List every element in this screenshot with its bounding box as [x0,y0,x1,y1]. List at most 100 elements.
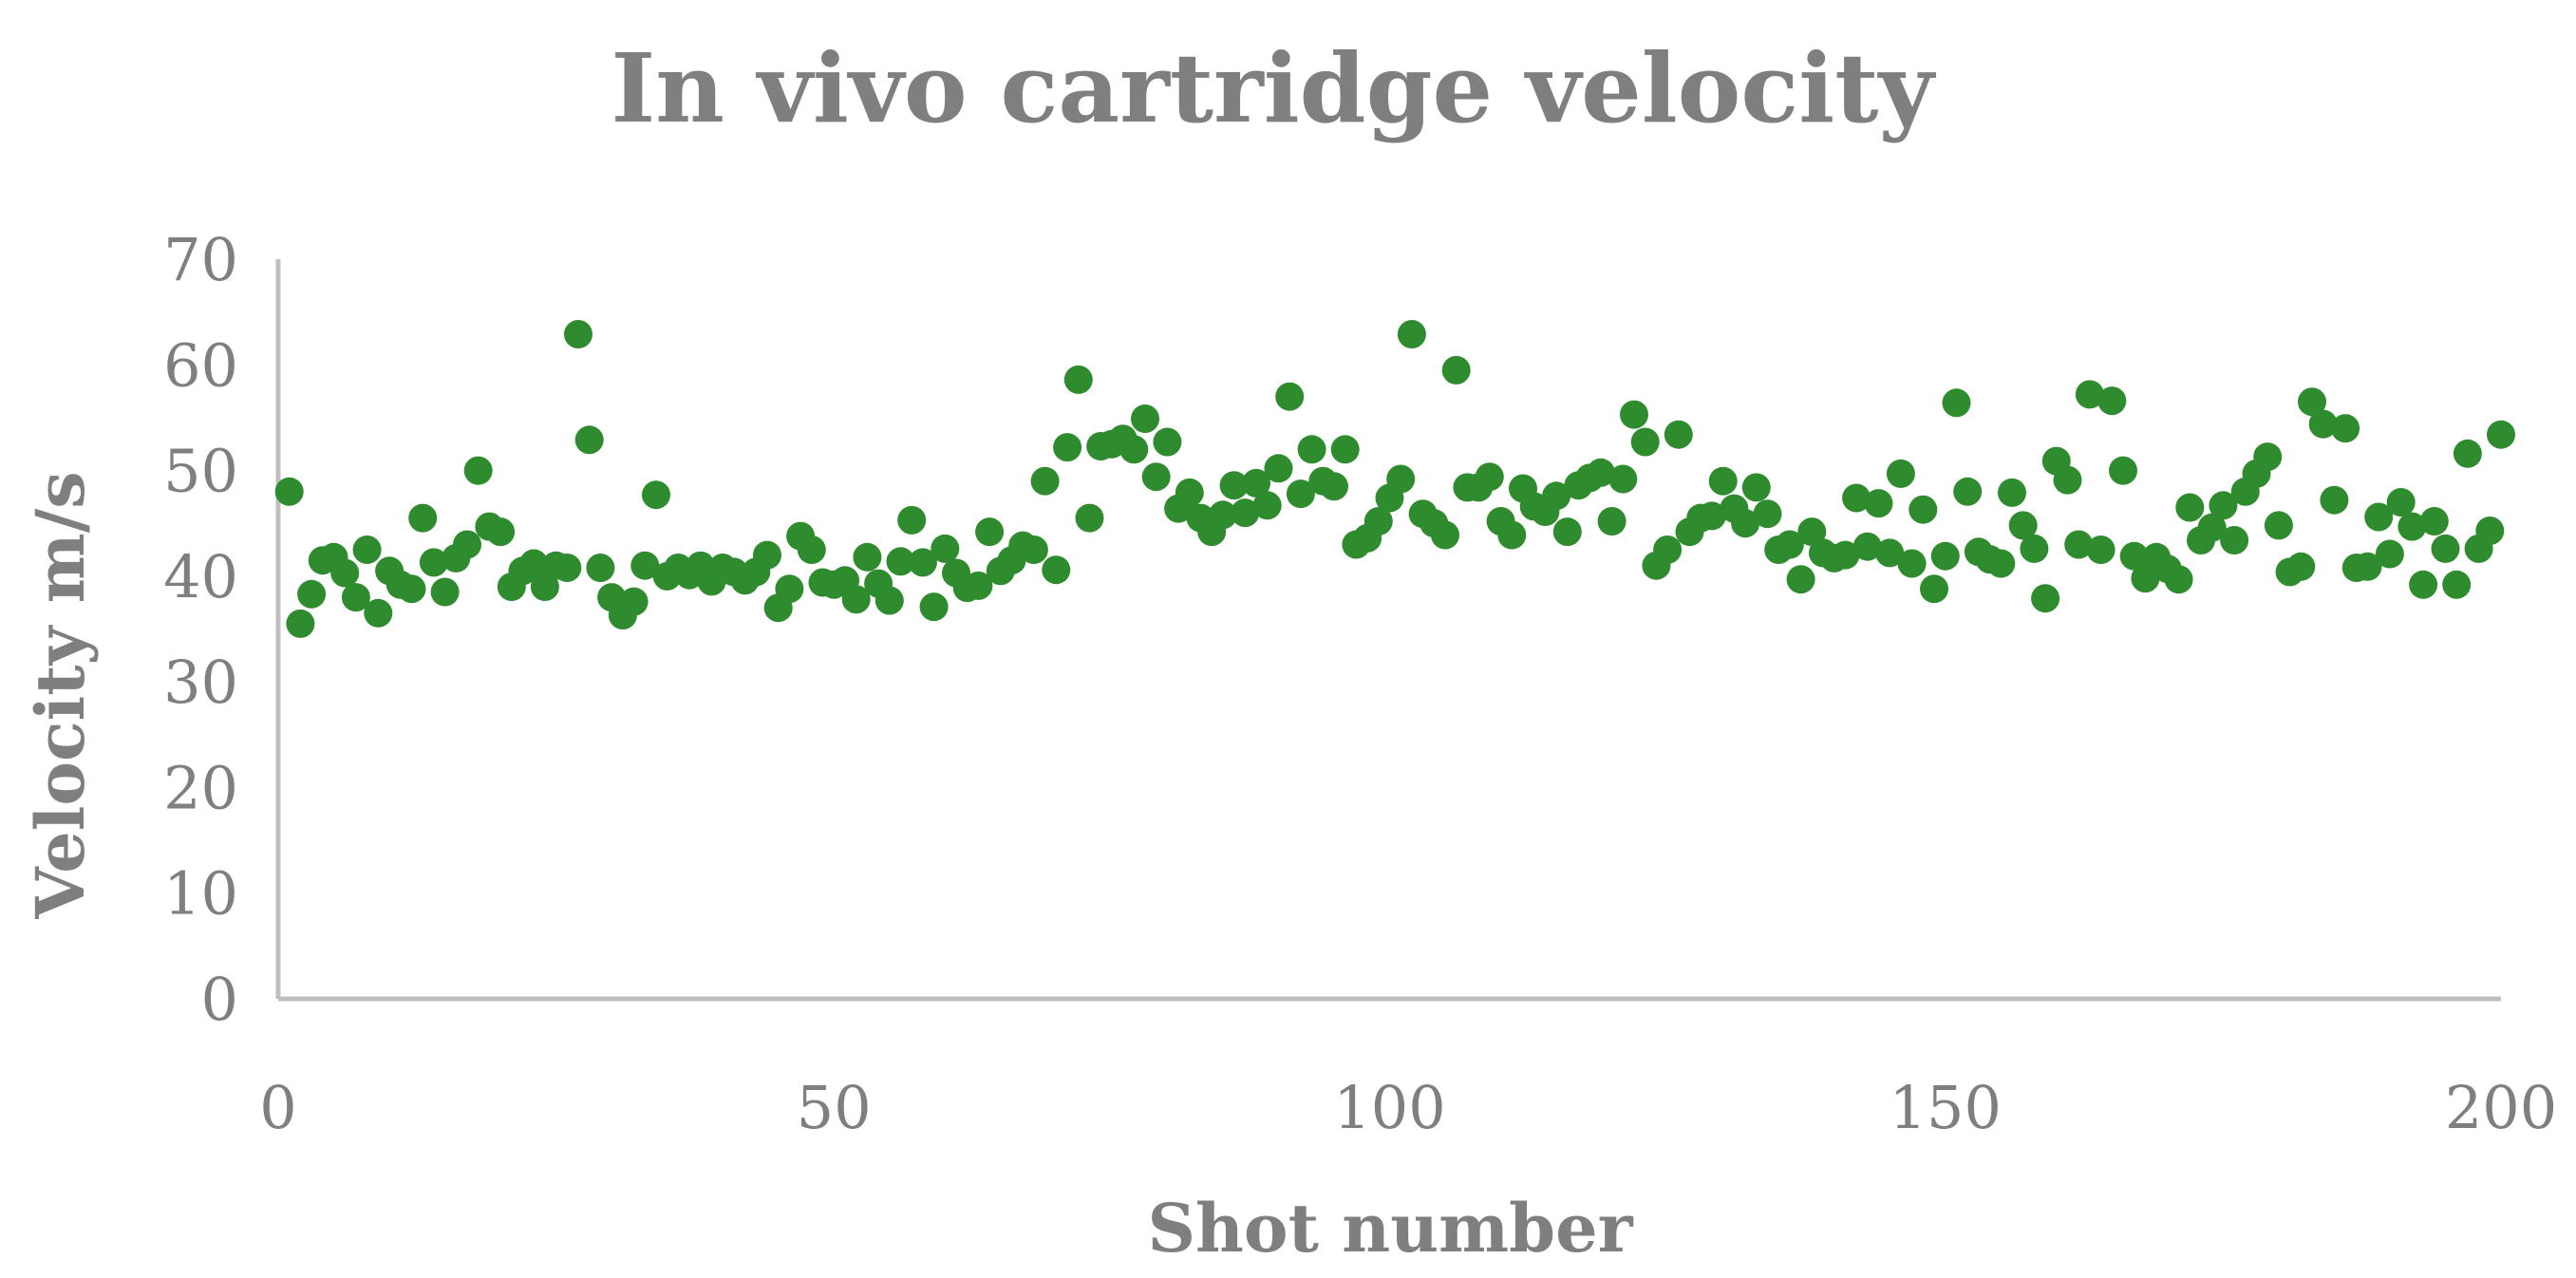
data-point [1175,478,1204,507]
data-point [2264,511,2293,540]
data-point [330,558,360,588]
data-point [1131,404,1159,433]
data-point [408,503,438,533]
data-point [1831,540,1860,570]
data-point [530,573,559,601]
y-tick-label: 10 [163,859,238,929]
data-point [2320,485,2349,515]
data-point [2131,564,2160,593]
x-tick-labels: 0 50 100 150 200 [259,1073,2557,1142]
x-tick-label: 200 [2445,1073,2557,1142]
data-point [2220,526,2249,554]
data-point [964,571,993,600]
data-point [1920,574,1948,604]
data-point [1908,495,1938,524]
data-point [1552,517,1582,547]
data-point [2442,570,2472,599]
data-point [2375,539,2404,569]
data-point [564,320,592,348]
y-tick-label: 70 [163,225,238,294]
data-point [2487,420,2515,449]
data-point [1019,536,1048,564]
data-point [1998,478,2026,507]
data-point [1664,420,1693,449]
data-point [1597,507,1626,536]
data-point [1753,499,1782,529]
x-tick-label: 50 [797,1073,872,1142]
data-point [841,585,871,614]
data-point [2064,530,2094,559]
data-point [1708,466,1738,496]
data-point [463,456,493,485]
y-axis-label: Velocity m/s [21,471,100,919]
data-point [2175,493,2205,522]
data-point [486,517,516,547]
data-point [341,583,370,612]
data-point [1620,400,1648,429]
data-point [1542,481,1571,511]
data-point [1842,483,1871,513]
data-point [619,587,649,616]
data-points [274,320,2515,638]
data-point [2253,442,2283,472]
data-point [1731,509,1760,538]
y-tick-label: 20 [163,753,238,822]
data-point [453,530,481,559]
data-point [2419,507,2449,536]
data-point [430,577,460,607]
data-point [642,480,670,510]
chart-title: In vivo cartridge velocity [611,32,1936,144]
data-point [1231,498,1260,528]
data-point [297,579,327,609]
data-point [2075,380,2104,409]
data-point [586,554,615,582]
data-point [419,548,448,577]
data-point [1320,472,1348,501]
data-point [1886,459,1915,488]
data-point [1208,500,1237,530]
x-axis-label: Shot number [1147,1189,1633,1268]
data-point [286,609,315,638]
data-point [775,574,804,604]
data-point [1397,320,1426,348]
data-point [1875,538,1905,568]
data-point [574,425,604,455]
data-point [1141,462,1171,492]
data-point [853,542,882,572]
y-tick-label: 50 [163,437,238,506]
data-point [2475,517,2505,545]
data-point [1775,530,1804,559]
data-point [1608,464,1638,494]
data-point [1264,454,1293,483]
data-point [2209,491,2238,520]
data-point [364,598,393,628]
data-point [2286,552,2316,581]
data-point [1063,365,1093,394]
data-point [1741,473,1771,502]
data-point [886,547,915,576]
data-point [2298,387,2326,417]
data-point [1497,520,1527,550]
data-point [2164,565,2193,594]
data-point [519,549,549,578]
x-tick-label: 150 [1890,1073,2002,1142]
data-point [797,536,826,564]
data-point [1441,355,1471,385]
data-point [1864,489,1893,518]
data-point [2086,536,2115,564]
data-point [2453,439,2482,468]
data-point [2353,552,2382,581]
data-point [1942,388,1971,418]
x-tick-label: 100 [1333,1073,1445,1142]
data-point [1986,549,2016,578]
data-point [1119,435,1149,464]
data-point [919,592,949,622]
data-point [1953,477,1983,506]
data-point [1897,549,1927,578]
data-point [397,574,426,604]
y-tick-label: 40 [163,542,238,611]
data-point [1363,507,1393,536]
data-point [553,554,582,582]
data-point [2197,513,2227,542]
